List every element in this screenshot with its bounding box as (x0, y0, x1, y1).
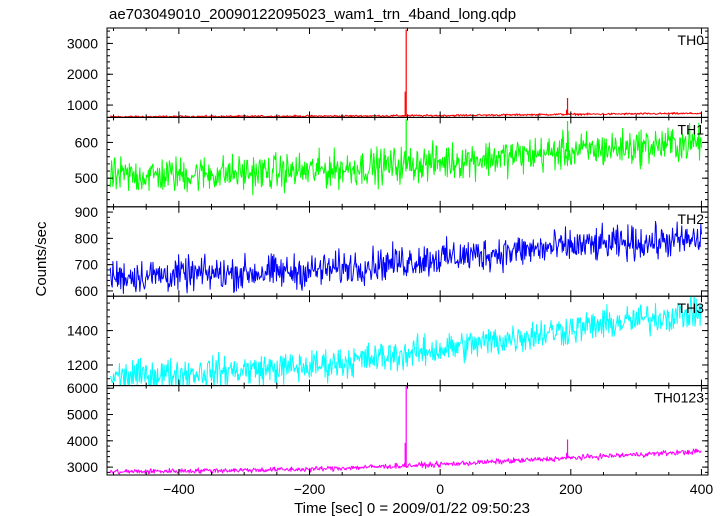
y-tick-label: 600 (75, 283, 99, 299)
x-axis: −400 −200 0 200 400 (163, 481, 713, 497)
panel-label-th1: TH1 (678, 121, 705, 137)
panel-th1: 500 600 TH1 (75, 116, 709, 208)
y-tick-label: 500 (75, 170, 99, 186)
panel-th2: 600 700 800 900 TH2 (75, 204, 709, 299)
y-tick-label: 1400 (67, 323, 98, 339)
chart-title: ae703049010_20090122095023_wam1_trn_4ban… (109, 6, 516, 23)
y-tick-label: 700 (75, 257, 99, 273)
y-tick-label: 2000 (67, 66, 98, 82)
y-tick-label: 3000 (67, 35, 98, 51)
y-tick-label: 800 (75, 230, 99, 246)
panel-frame (106, 206, 709, 297)
y-tick-label: 1000 (67, 97, 98, 113)
x-axis-label: Time [sec] 0 = 2009/01/22 09:50:23 (294, 500, 530, 516)
series-line-th0123 (109, 448, 702, 475)
panel-label-th3: TH3 (678, 300, 705, 316)
x-tick-label: −200 (294, 481, 326, 497)
panel-frame (106, 27, 709, 118)
series-line-th1 (109, 122, 702, 196)
y-tick-label: 600 (75, 134, 99, 150)
x-tick-label: 200 (559, 481, 583, 497)
panels: 1000 2000 3000 TH0 500 600 TH1 600 700 800 900 TH2 1… (67, 27, 709, 476)
y-axis-label: Counts/sec (33, 221, 50, 297)
y-tick-label: 1200 (67, 357, 98, 373)
panel-label-th2: TH2 (678, 211, 705, 227)
panel-label-th0: TH0 (678, 32, 705, 48)
panel-frame (106, 385, 709, 476)
y-tick-label: 3000 (67, 459, 98, 475)
panel-th3: 1200 1400 TH3 (67, 295, 709, 387)
panel-label-th0123: TH0123 (654, 390, 704, 406)
series-line-th2 (109, 220, 702, 294)
x-tick-label: 0 (436, 481, 444, 497)
panel-th0: 1000 2000 3000 TH0 (67, 27, 709, 118)
x-tick-label: 400 (690, 481, 714, 497)
y-tick-label: 5000 (67, 407, 98, 423)
y-tick-label: 900 (75, 204, 99, 220)
panel-th0123: 3000 4000 5000 6000 TH0123 (67, 380, 709, 476)
x-tick-label: −400 (163, 481, 195, 497)
series-line-th3 (109, 296, 702, 386)
y-tick-label: 6000 (67, 380, 98, 396)
y-tick-label: 4000 (67, 433, 98, 449)
panel-frame (106, 295, 709, 387)
